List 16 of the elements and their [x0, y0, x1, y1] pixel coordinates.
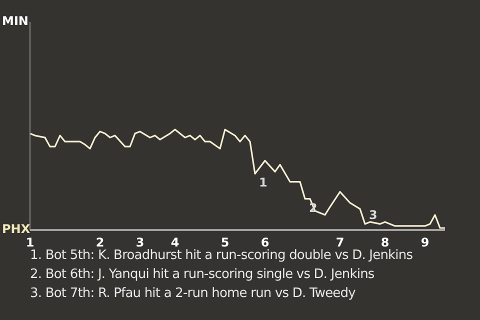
- text: 3. Bot 7th: R. Pfau hit a 2-run home run vs D. Tweedy: [30, 285, 356, 303]
- x-tick-label: 8: [380, 236, 390, 250]
- x-tick-label: 7: [336, 236, 344, 250]
- x-tick-label: 4: [170, 236, 180, 250]
- x-tick-label: 5: [220, 236, 230, 250]
- x-tick-label: 2: [96, 236, 104, 250]
- x-tick-label: 6: [260, 236, 270, 250]
- text: 2. Bot 6th: J. Yanqui hit a run-scoring single vs D. Jenkins: [30, 266, 376, 284]
- text: MIN: [2, 13, 28, 29]
- x-tick-label: 3: [136, 236, 144, 250]
- text: 1. Bot 5th: K. Broadhurst hit a run-scoring double vs D. Jenkins: [30, 247, 413, 265]
- x-tick-label: 9: [420, 236, 430, 250]
- annotation: 1: [259, 176, 268, 190]
- annotation: PHX: [2, 221, 30, 237]
- annotation: 3: [369, 208, 378, 222]
- x-tick-label: 1: [26, 236, 34, 250]
